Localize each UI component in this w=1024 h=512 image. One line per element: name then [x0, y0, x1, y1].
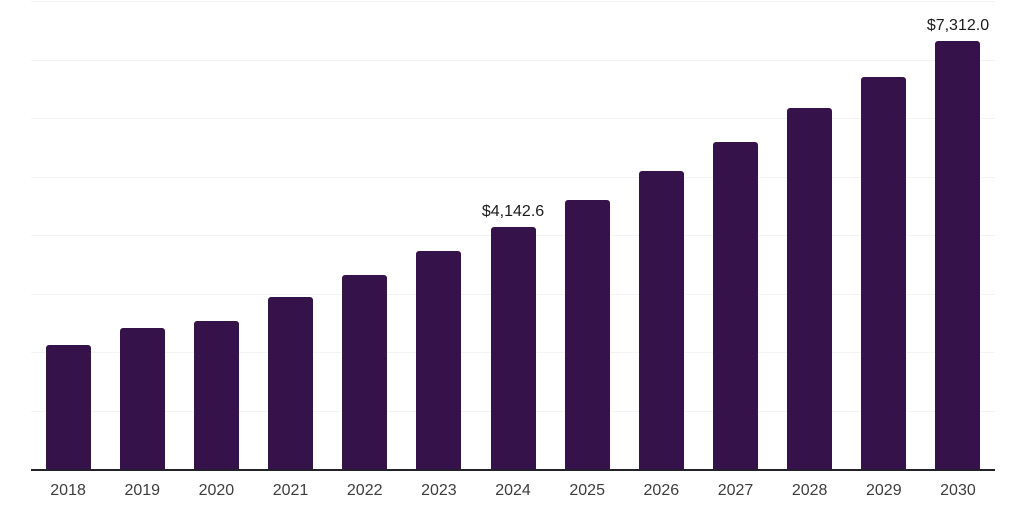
bar-2025[interactable]: [564, 199, 610, 469]
band-2028: [773, 1, 847, 469]
bar-series: $4,142.6 $7,312.0: [31, 1, 995, 469]
x-axis-line: [31, 469, 995, 471]
bar-2023[interactable]: [416, 251, 462, 469]
bar-2021[interactable]: [268, 297, 314, 469]
band-2020: [179, 1, 253, 469]
x-tick-label-2024: 2024: [495, 482, 531, 499]
x-tick-label-2020: 2020: [198, 482, 235, 499]
bar-2029[interactable]: [861, 76, 907, 469]
x-tick-label-2021: 2021: [272, 482, 309, 499]
bar-2026[interactable]: [638, 171, 684, 469]
x-tick-label-2026: 2026: [643, 482, 680, 499]
bar-2027[interactable]: [712, 142, 758, 469]
x-tick-label-2027: 2027: [717, 482, 754, 499]
x-tick-label-2028: 2028: [791, 482, 828, 499]
bar-2019[interactable]: [119, 328, 165, 469]
band-2026: [624, 1, 698, 469]
data-label-2024: $4,142.6: [481, 202, 545, 220]
x-tick-label-2029: 2029: [866, 482, 902, 499]
x-axis-labels: 2018 2019 2020 2021 2022 2023 2024 2025 2026 2027…: [31, 483, 995, 499]
band-2029: [847, 1, 921, 469]
bar-2020[interactable]: [193, 321, 239, 469]
band-2023: [402, 1, 476, 469]
x-tick-label-2018: 2018: [50, 482, 86, 499]
band-2021: [253, 1, 327, 469]
data-label-2030: $7,312.0: [926, 17, 990, 35]
bar-2030[interactable]: [935, 41, 981, 469]
band-2019: [105, 1, 179, 469]
gridline-8000: [31, 1, 995, 2]
bar-2024[interactable]: [490, 226, 536, 469]
gridline-6000: [31, 118, 995, 119]
bar-2028[interactable]: [787, 108, 833, 469]
gridline-7000: [31, 59, 995, 61]
gridline-5000: [31, 176, 995, 178]
band-2027: [698, 1, 772, 469]
x-tick-label-2025: 2025: [569, 482, 605, 499]
bar-2022[interactable]: [342, 275, 388, 469]
band-2030: $7,312.0: [921, 1, 995, 469]
band-2025: [550, 1, 624, 469]
plot-area: $4,142.6 $7,312.0: [31, 1, 995, 471]
band-2018: [31, 1, 105, 469]
bar-2018[interactable]: [45, 344, 91, 469]
band-2024: $4,142.6: [476, 1, 550, 469]
x-tick-label-2023: 2023: [421, 482, 457, 499]
x-tick-label-2019: 2019: [124, 482, 161, 499]
x-tick-label-2022: 2022: [346, 482, 383, 499]
x-tick-label-2030: 2030: [940, 482, 976, 499]
band-2022: [328, 1, 402, 469]
